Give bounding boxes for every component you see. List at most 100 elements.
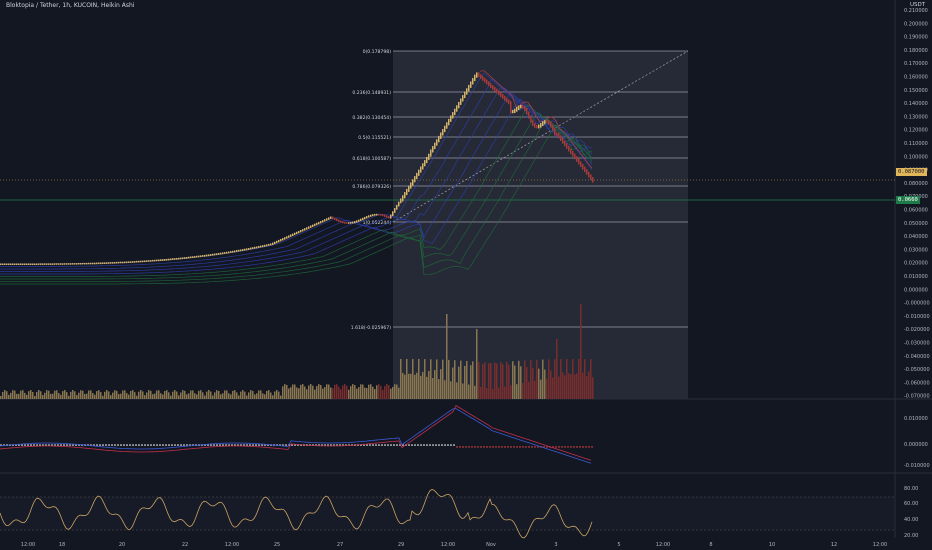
candle (144, 260, 146, 263)
candle (498, 90, 500, 96)
ema-line-red (479, 70, 593, 169)
currency-label[interactable]: USDT (910, 2, 926, 8)
volume-bar (102, 395, 104, 399)
macd-histogram-bar (279, 444, 281, 446)
candle (394, 208, 396, 213)
volume-bar (344, 384, 346, 399)
symbol-title[interactable]: Bloktopia / Tether, 1h, KUCOIN, Heikin A… (6, 2, 135, 9)
price-tick-label: 0.000000 (904, 287, 928, 293)
volume-bar (242, 390, 244, 399)
volume-bar (296, 387, 298, 399)
volume-bar (280, 395, 282, 399)
volume-bar (208, 390, 210, 399)
volume-bar (464, 366, 466, 399)
volume-bar (328, 384, 330, 399)
macd-histogram-bar (234, 444, 236, 446)
price-tick-label: 0.020000 (904, 261, 928, 267)
candle (380, 213, 382, 216)
macd-axis[interactable]: 0.010000 0.000000 -0.010000 (904, 416, 930, 469)
macd-histogram-bar (495, 446, 497, 448)
volume-bar (474, 385, 476, 399)
volume-bar (156, 390, 158, 399)
fib-retracement-zone[interactable] (393, 51, 688, 399)
volume-bar (96, 391, 98, 399)
macd-histogram-bar (492, 446, 494, 448)
macd-pane[interactable] (0, 405, 593, 464)
candle (50, 263, 52, 265)
candle (22, 263, 24, 265)
rsi-tick-label: 80.00 (904, 486, 918, 492)
candle (574, 153, 576, 160)
volume-bar (512, 361, 514, 399)
candle (162, 259, 164, 261)
macd-histogram-bar (192, 444, 194, 446)
candle (168, 258, 170, 261)
candle (296, 231, 298, 235)
volume-bar (290, 387, 292, 399)
candle (182, 257, 184, 260)
candle (538, 124, 540, 129)
volume-bar (286, 385, 288, 399)
candle (38, 263, 40, 265)
candle (586, 169, 588, 175)
ema-line (0, 98, 593, 275)
volume-bar (136, 395, 138, 399)
volume-bar (502, 364, 504, 399)
candle (414, 176, 416, 183)
volume-bar (42, 395, 44, 399)
volume-bar (508, 364, 510, 399)
candle (352, 221, 354, 224)
candle (430, 149, 432, 157)
price-tick-label: 0.130000 (904, 114, 928, 120)
candle (212, 253, 214, 256)
macd-histogram-bar (525, 446, 527, 448)
volume-bar (586, 376, 588, 399)
volume-bar (556, 339, 558, 399)
macd-histogram-bar (21, 444, 23, 446)
fib-level-label: 1(0.052244) (363, 220, 392, 226)
candle (312, 224, 314, 227)
macd-histogram-bar (69, 444, 71, 446)
candle (82, 262, 84, 265)
price-tick-label: -0.030000 (904, 341, 930, 347)
time-tick-label: 12 (831, 542, 837, 548)
volume-bar (484, 362, 486, 399)
time-axis[interactable]: 12:00 18 20 22 12:00 25 27 29 12:00 Nov 3 5 12:00 8 10… (21, 542, 887, 548)
macd-histogram-bar (372, 444, 374, 446)
rsi-axis[interactable]: 80.00 60.00 40.00 20.00 (904, 486, 918, 539)
volume-bar (574, 374, 576, 399)
candle (408, 185, 410, 192)
macd-histogram-bar (48, 444, 50, 446)
macd-histogram-bar (141, 444, 143, 446)
candle (302, 229, 304, 232)
candle (344, 221, 346, 224)
macd-histogram-bar (558, 446, 560, 448)
candle (388, 216, 390, 219)
volume-bar (170, 395, 172, 399)
macd-histogram-bar (171, 444, 173, 446)
macd-histogram-bar (363, 444, 365, 446)
volume-bar (400, 359, 402, 399)
volume-bar (212, 395, 214, 399)
volume-bar (360, 384, 362, 399)
volume-bar (40, 391, 42, 399)
candle (298, 230, 300, 234)
candle (202, 255, 204, 257)
candle (48, 263, 50, 265)
macd-histogram-bar (0, 444, 2, 446)
price-tick-label: -0.070000 (904, 394, 930, 400)
volume-bar (342, 385, 344, 399)
volume-bar (206, 391, 208, 399)
candle (554, 128, 556, 136)
fib-trend-line[interactable] (392, 50, 689, 223)
rsi-pane[interactable] (0, 489, 593, 539)
candle (588, 171, 590, 178)
volume-bar (180, 392, 182, 399)
candle (70, 263, 72, 265)
time-tick-label: 12:00 (21, 542, 35, 548)
volume-bar (404, 374, 406, 399)
macd-histogram-bar (93, 444, 95, 446)
volume-bar (188, 393, 190, 399)
candle (472, 78, 474, 85)
